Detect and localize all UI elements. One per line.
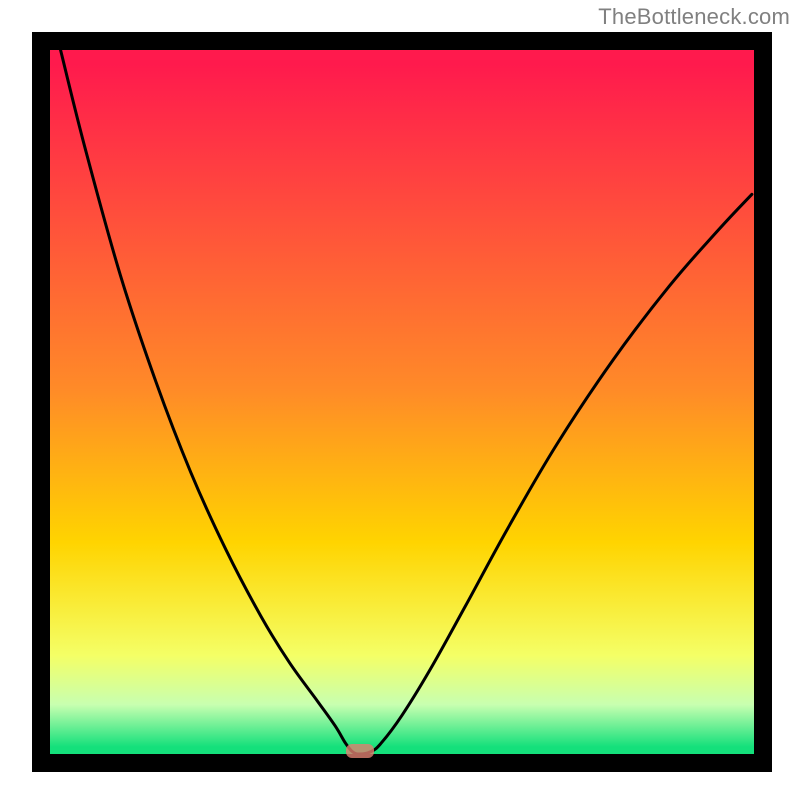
minimum-marker <box>346 744 374 758</box>
chart-container: TheBottleneck.com <box>0 0 800 800</box>
plot-frame <box>32 32 772 772</box>
watermark-text: TheBottleneck.com <box>598 4 790 30</box>
